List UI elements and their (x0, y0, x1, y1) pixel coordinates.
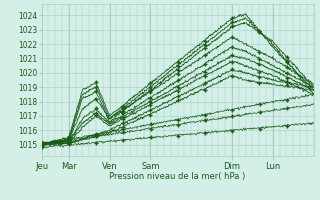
X-axis label: Pression niveau de la mer( hPa ): Pression niveau de la mer( hPa ) (109, 172, 246, 181)
